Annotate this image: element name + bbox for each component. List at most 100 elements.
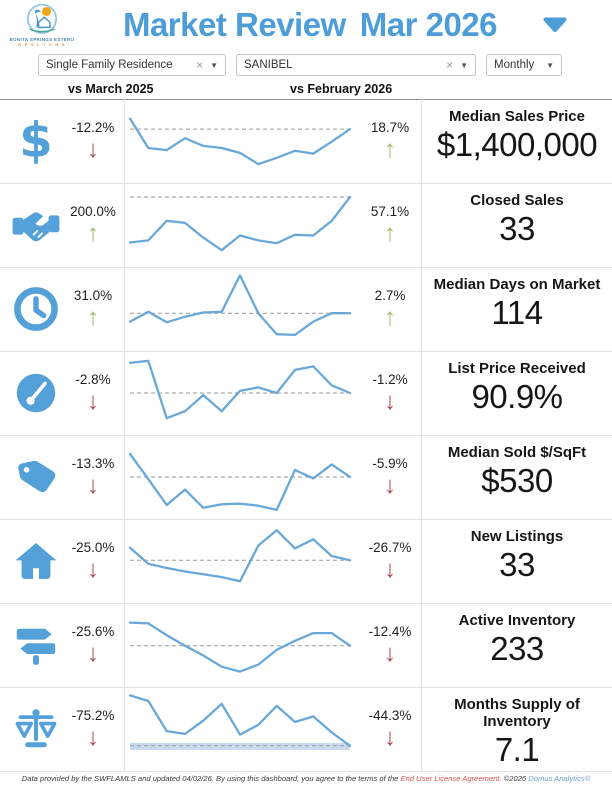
trend-arrow-icon: ↑ xyxy=(87,304,99,331)
metric-value: 33 xyxy=(499,546,535,583)
trend-arrow-icon: ↓ xyxy=(384,640,396,667)
yoy-change-value: -13.3% xyxy=(71,456,115,471)
sparkline-chart xyxy=(128,117,352,166)
sparkline-chart xyxy=(128,694,352,750)
comparison-label-yoy: vs March 2025 xyxy=(68,82,154,96)
metric-title: List Price Received xyxy=(448,360,586,377)
trend-arrow-icon: ↓ xyxy=(87,640,99,667)
scales-icon xyxy=(12,705,60,753)
divider xyxy=(0,267,612,268)
logo-emblem-icon xyxy=(26,3,58,34)
chevron-down-icon[interactable]: ▼ xyxy=(546,60,554,70)
property-type-filter[interactable]: Single Family Residence × ▼ xyxy=(38,54,226,76)
page-title: Market Review Mar 2026 xyxy=(90,6,530,44)
property-type-value: Single Family Residence xyxy=(46,59,173,71)
metric-row-median-days-on-market: 31.0% ↑ 2.7% ↑ Median Days on Market 114 xyxy=(0,267,612,351)
mom-change-value: -44.3% xyxy=(368,708,412,723)
title-text: Market Review xyxy=(122,6,346,43)
mom-change-value: -12.4% xyxy=(368,624,412,639)
clear-icon[interactable]: × xyxy=(196,58,204,72)
clock-icon xyxy=(12,285,60,333)
divider xyxy=(0,687,612,688)
metric-row-new-listings: -25.0% ↓ -26.7% ↓ New Listings 33 xyxy=(0,519,612,603)
sparkline-chart xyxy=(128,529,352,583)
trend-arrow-icon: ↓ xyxy=(87,724,99,751)
comparison-label-mom: vs February 2026 xyxy=(290,82,393,96)
divider xyxy=(0,519,612,520)
trend-arrow-icon: ↓ xyxy=(87,556,99,583)
divider xyxy=(0,435,612,436)
mom-change-value: -26.7% xyxy=(368,540,412,555)
trend-arrow-icon: ↓ xyxy=(384,724,396,751)
association-logo: BONITA SPRINGS ESTERO · R E A L T O R S … xyxy=(6,3,78,47)
metric-row-list-price-received: -2.8% ↓ -1.2% ↓ List Price Received 90.9… xyxy=(0,351,612,435)
divider xyxy=(0,99,612,100)
dollar-icon: $ xyxy=(12,113,60,169)
metric-title: Median Sold $/SqFt xyxy=(447,444,587,461)
metric-row-median-sales-price: $ -12.2% ↓ 18.7% ↑ Median Sales Price $1… xyxy=(0,99,612,183)
trend-arrow-icon: ↑ xyxy=(87,220,99,247)
divider xyxy=(0,351,612,352)
metric-row-active-inventory: -25.6% ↓ -12.4% ↓ Active Inventory 233 xyxy=(0,603,612,687)
divider xyxy=(0,771,612,772)
metric-title: Active Inventory xyxy=(458,612,576,629)
gauge-icon xyxy=(12,369,60,417)
metric-title: Median Days on Market xyxy=(433,276,601,293)
metric-row-months-supply: -75.2% ↓ -44.3% ↓ Months Supply of Inven… xyxy=(0,687,612,771)
sparkline-chart xyxy=(128,452,352,512)
metric-title: New Listings xyxy=(470,528,564,545)
trend-arrow-icon: ↓ xyxy=(87,388,99,415)
brand-link[interactable]: Domus Analytics® xyxy=(528,774,591,783)
footer-text: Data provided by the SWFLAMLS and update… xyxy=(21,774,401,783)
trend-arrow-icon: ↑ xyxy=(384,136,396,163)
metric-title: Months Supply of Inventory xyxy=(454,696,580,730)
eula-link[interactable]: End User License Agreement. xyxy=(400,774,502,783)
yoy-change-value: -25.0% xyxy=(71,540,115,555)
chevron-down-icon[interactable]: ▼ xyxy=(210,60,218,70)
trend-arrow-icon: ↓ xyxy=(87,136,99,163)
yoy-change-value: -2.8% xyxy=(75,372,111,387)
yoy-change-value: -25.6% xyxy=(71,624,115,639)
mom-change-value: -1.2% xyxy=(372,372,408,387)
svg-text:$: $ xyxy=(19,117,52,165)
city-filter[interactable]: SANIBEL × ▼ xyxy=(236,54,476,76)
trend-arrow-icon: ↓ xyxy=(87,472,99,499)
metric-value: $1,400,000 xyxy=(436,126,598,163)
sparkline-chart xyxy=(128,621,352,673)
metric-row-median-sold-per-sqft: -13.3% ↓ -5.9% ↓ Median Sold $/SqFt $530 xyxy=(0,435,612,519)
clear-icon[interactable]: × xyxy=(446,58,454,72)
chevron-down-icon[interactable] xyxy=(543,17,567,37)
handshake-icon xyxy=(12,201,60,249)
metric-value: 90.9% xyxy=(471,378,563,415)
trend-arrow-icon: ↓ xyxy=(384,556,396,583)
trend-arrow-icon: ↑ xyxy=(384,304,396,331)
price-tag-icon xyxy=(12,453,60,501)
footer-copyright: ©2026 xyxy=(501,774,529,783)
logo-text-line1: BONITA SPRINGS ESTERO xyxy=(9,37,75,42)
mom-change-value: 57.1% xyxy=(370,204,410,219)
house-icon xyxy=(12,537,60,585)
yoy-change-value: 31.0% xyxy=(73,288,113,303)
signpost-icon xyxy=(12,621,60,669)
metric-value: 114 xyxy=(491,294,543,331)
metric-title: Median Sales Price xyxy=(449,108,585,125)
yoy-change-value: 200.0% xyxy=(70,204,116,219)
trend-arrow-icon: ↓ xyxy=(384,472,396,499)
trend-arrow-icon: ↓ xyxy=(384,388,396,415)
metric-value: 33 xyxy=(499,210,535,247)
mom-change-value: 18.7% xyxy=(370,120,410,135)
chevron-down-icon[interactable]: ▼ xyxy=(460,60,468,70)
frequency-filter[interactable]: Monthly ▼ xyxy=(486,54,562,76)
sparkline-chart xyxy=(128,359,352,420)
mom-change-value: -5.9% xyxy=(372,456,408,471)
sparkline-chart xyxy=(128,195,352,252)
metric-value: 7.1 xyxy=(494,731,540,768)
yoy-change-value: -12.2% xyxy=(71,120,115,135)
metric-row-closed-sales: 200.0% ↑ 57.1% ↑ Closed Sales 33 xyxy=(0,183,612,267)
logo-text-line2: · R E A L T O R S · xyxy=(13,42,71,47)
frequency-value: Monthly xyxy=(494,59,535,71)
sparkline-chart xyxy=(128,274,352,337)
mom-change-value: 2.7% xyxy=(374,288,406,303)
city-value: SANIBEL xyxy=(244,59,293,71)
